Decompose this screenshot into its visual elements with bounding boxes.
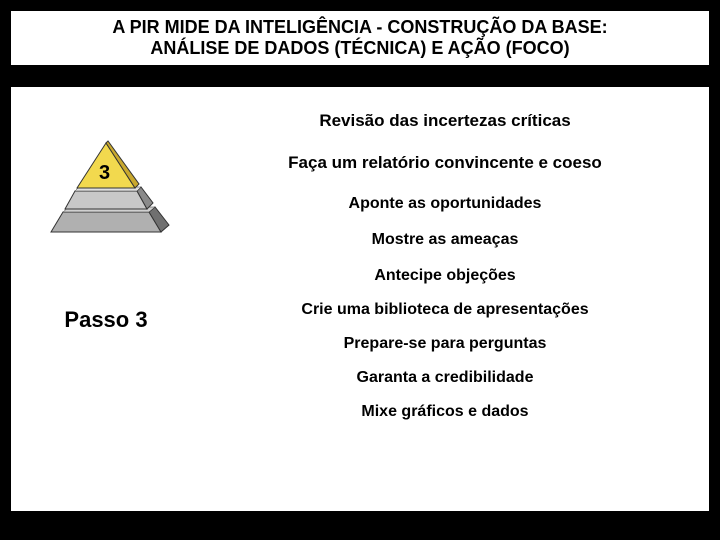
title-line-1: A PIR MIDE DA INTELIGÊNCIA - CONSTRUÇÃO …	[21, 17, 699, 38]
title-line-2: ANÁLISE DE DADOS (TÉCNICA) E AÇÃO (FOCO)	[21, 38, 699, 59]
left-column: 3 Passo 3	[21, 107, 191, 491]
content-box: 3 Passo 3 Revisão das incertezas crítica…	[8, 84, 712, 514]
right-column: Revisão das incertezas críticas Faça um …	[191, 107, 699, 491]
pyramid-number-text: 3	[99, 162, 110, 184]
list-item: Prepare-se para perguntas	[191, 335, 699, 353]
list-item: Mostre as ameaças	[191, 231, 699, 249]
list-item: Faça um relatório convincente e coeso	[191, 153, 699, 173]
list-item: Aponte as oportunidades	[191, 195, 699, 213]
list-item: Revisão das incertezas críticas	[191, 111, 699, 131]
title-box: A PIR MIDE DA INTELIGÊNCIA - CONSTRUÇÃO …	[8, 8, 712, 68]
list-item: Antecipe objeções	[191, 267, 699, 285]
list-item: Crie uma biblioteca de apresentações	[191, 301, 699, 319]
list-item: Mixe gráficos e dados	[191, 403, 699, 421]
list-item: Garanta a credibilidade	[191, 369, 699, 387]
step-label: Passo 3	[64, 307, 147, 333]
pyramid-graphic: 3	[41, 137, 171, 247]
